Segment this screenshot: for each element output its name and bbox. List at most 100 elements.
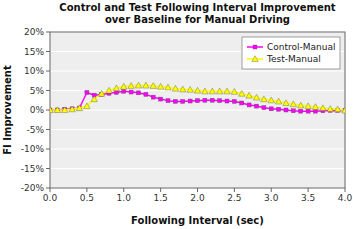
y-tick-label: 20%: [24, 27, 44, 37]
y-tick: [46, 149, 50, 150]
point: [209, 88, 215, 94]
legend-label: Control-Manual: [267, 42, 335, 52]
x-tick-label: 0.0: [43, 193, 58, 203]
x-tick: [50, 188, 51, 192]
point: [247, 103, 251, 107]
point: [172, 85, 178, 91]
y-tick-label: 15%: [24, 47, 44, 57]
point: [128, 83, 134, 89]
point: [298, 102, 304, 108]
point: [334, 106, 340, 112]
point: [98, 90, 104, 96]
y-tick: [46, 32, 50, 33]
point: [85, 90, 89, 94]
x-tick-label: 2.0: [190, 193, 205, 203]
y-tick-label: -20%: [21, 183, 45, 193]
point: [320, 105, 326, 111]
point: [135, 82, 141, 88]
x-tick-label: 0.5: [80, 193, 94, 203]
point: [218, 99, 222, 103]
plot-frame: [50, 32, 345, 188]
point: [137, 91, 141, 95]
legend-marker: [253, 45, 257, 49]
x-tick: [197, 188, 198, 192]
x-tick: [160, 188, 161, 192]
x-axis-label: Following Interval (sec): [131, 215, 264, 226]
chart: -20%-15%-10%-5%0%5%10%15%20%0.00.51.01.5…: [0, 0, 353, 229]
y-tick-label: -5%: [26, 125, 44, 135]
point: [306, 109, 310, 113]
point: [283, 100, 289, 106]
point: [291, 109, 295, 113]
point: [240, 101, 244, 105]
y-tick: [46, 90, 50, 91]
y-axis-label: FI Improvement: [2, 65, 13, 155]
point: [122, 89, 126, 93]
point: [180, 86, 186, 92]
point: [253, 94, 259, 100]
legend-box: [242, 37, 340, 69]
point: [284, 108, 288, 112]
point: [62, 107, 68, 113]
point: [231, 88, 237, 94]
point: [196, 99, 200, 103]
x-tick-label: 3.5: [301, 193, 315, 203]
point: [143, 82, 149, 88]
grid-line: [50, 71, 345, 72]
point: [157, 83, 163, 89]
point: [277, 107, 281, 111]
point: [181, 99, 185, 103]
point: [144, 92, 148, 96]
point: [224, 88, 230, 94]
title: Control and Test Following Interval Impr…: [59, 2, 335, 25]
point: [150, 83, 156, 89]
series-line: [50, 91, 345, 111]
point: [129, 90, 133, 94]
point: [187, 87, 193, 93]
point: [327, 106, 333, 112]
y-tick-label: 0%: [30, 105, 45, 115]
point: [290, 101, 296, 107]
x-tick: [345, 188, 346, 192]
point: [210, 98, 214, 102]
point: [261, 96, 267, 102]
point: [269, 107, 273, 111]
y-tick: [46, 110, 50, 111]
y-tick-label: 5%: [30, 86, 45, 96]
x-tick: [234, 188, 235, 192]
point: [246, 92, 252, 98]
grid-line: [50, 149, 345, 150]
point: [202, 88, 208, 94]
x-tick: [123, 188, 124, 192]
point: [314, 109, 318, 113]
y-tick-label: -15%: [21, 164, 45, 174]
x-tick-label: 3.0: [264, 193, 279, 203]
point: [232, 99, 236, 103]
point: [165, 84, 171, 90]
x-tick: [308, 188, 309, 192]
point: [151, 95, 155, 99]
point: [114, 90, 118, 94]
point: [91, 96, 97, 102]
series-group: [50, 82, 345, 113]
point: [173, 99, 177, 103]
legend: Control-Manual Test-Manual: [242, 37, 340, 69]
point: [275, 98, 281, 104]
point: [113, 85, 119, 91]
point: [299, 109, 303, 113]
x-tick: [86, 188, 87, 192]
point: [239, 90, 245, 96]
point: [194, 87, 200, 93]
y-tick: [46, 71, 50, 72]
y-tick: [46, 168, 50, 169]
point: [268, 97, 274, 103]
point: [106, 87, 112, 93]
point: [216, 88, 222, 94]
grid-line: [50, 168, 345, 169]
y-tick: [46, 129, 50, 130]
point: [121, 83, 127, 89]
legend-label: Test-Manual: [266, 54, 321, 64]
point: [262, 106, 266, 110]
point: [84, 103, 90, 109]
series-line: [50, 85, 345, 110]
